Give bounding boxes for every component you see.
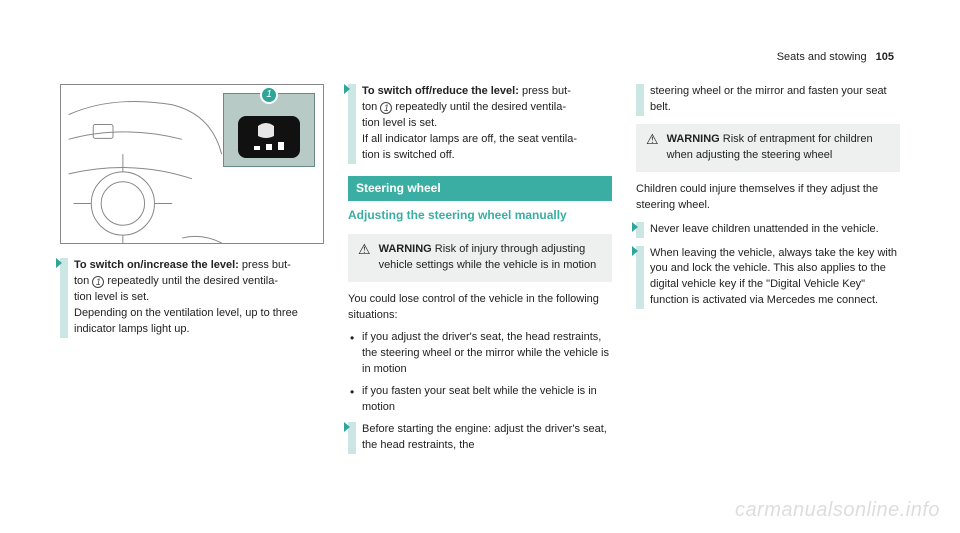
- list-item: if you fasten your seat belt while the v…: [348, 384, 612, 416]
- seat-ventilation-diagram: 1: [60, 84, 324, 244]
- step-text: steering wheel or the mirror and fasten …: [650, 84, 900, 116]
- watermark: carmanualsonline.info: [735, 496, 940, 525]
- step-arrow-icon: [348, 84, 356, 164]
- callout-1-icon: 1: [260, 86, 278, 104]
- instruction-step: When leaving the vehicle, always take th…: [636, 246, 900, 310]
- section-title: Seats and stowing: [777, 51, 867, 63]
- column-2: To switch off/reduce the level: press bu…: [348, 84, 612, 462]
- step-arrow-icon: [60, 258, 68, 338]
- step-arrow-icon: [636, 222, 644, 238]
- step-text: Before starting the engine: adjust the d…: [362, 422, 612, 454]
- paragraph: Children could injure themselves if they…: [636, 182, 900, 214]
- step-text: When leaving the vehicle, always take th…: [650, 246, 900, 310]
- columns: 1: [60, 84, 900, 462]
- step-text: To switch on/increase the level: press b…: [74, 258, 324, 338]
- instruction-step-continued: steering wheel or the mirror and fasten …: [636, 84, 900, 116]
- seat-button-inset: 1: [223, 93, 315, 167]
- step-arrow-icon: [636, 246, 644, 310]
- step-text: To switch off/reduce the level: press bu…: [362, 84, 612, 164]
- step-lead: To switch on/increase the level:: [74, 259, 239, 271]
- column-3: steering wheel or the mirror and fasten …: [636, 84, 900, 462]
- warning-box: ⚠ WARNING Risk of injury through adjusti…: [348, 234, 612, 282]
- instruction-step: To switch on/increase the level: press b…: [60, 258, 324, 338]
- step-bar-icon: [636, 84, 644, 116]
- step-arrow-icon: [348, 422, 356, 454]
- callout-ref-icon: 1: [92, 276, 104, 288]
- warning-text: WARNING Risk of injury through adjusting…: [379, 242, 602, 274]
- warning-triangle-icon: ⚠: [358, 242, 371, 274]
- warning-text: WARNING Risk of entrapment for children …: [667, 132, 890, 164]
- warning-triangle-icon: ⚠: [646, 132, 659, 164]
- instruction-step: To switch off/reduce the level: press bu…: [348, 84, 612, 164]
- running-header: Seats and stowing 105: [60, 50, 900, 66]
- instruction-step: Never leave children unattended in the v…: [636, 222, 900, 238]
- bullet-list: if you adjust the driver's seat, the hea…: [348, 330, 612, 416]
- warning-title: WARNING: [379, 243, 432, 255]
- page-number: 105: [876, 51, 894, 63]
- warning-box: ⚠ WARNING Risk of entrapment for childre…: [636, 124, 900, 172]
- paragraph: You could lose control of the vehicle in…: [348, 292, 612, 324]
- instruction-step: Before starting the engine: adjust the d…: [348, 422, 612, 454]
- callout-ref-icon: 1: [380, 102, 392, 114]
- page: Seats and stowing 105: [0, 0, 960, 472]
- list-item: if you adjust the driver's seat, the hea…: [348, 330, 612, 378]
- section-subheading: Adjusting the steering wheel manually: [348, 207, 612, 224]
- warning-title: WARNING: [667, 133, 720, 145]
- column-1: 1: [60, 84, 324, 462]
- step-lead: To switch off/reduce the level:: [362, 85, 519, 97]
- seat-vent-button-icon: [238, 116, 300, 158]
- section-heading: Steering wheel: [348, 176, 612, 201]
- step-text: Never leave children unattended in the v…: [650, 222, 900, 238]
